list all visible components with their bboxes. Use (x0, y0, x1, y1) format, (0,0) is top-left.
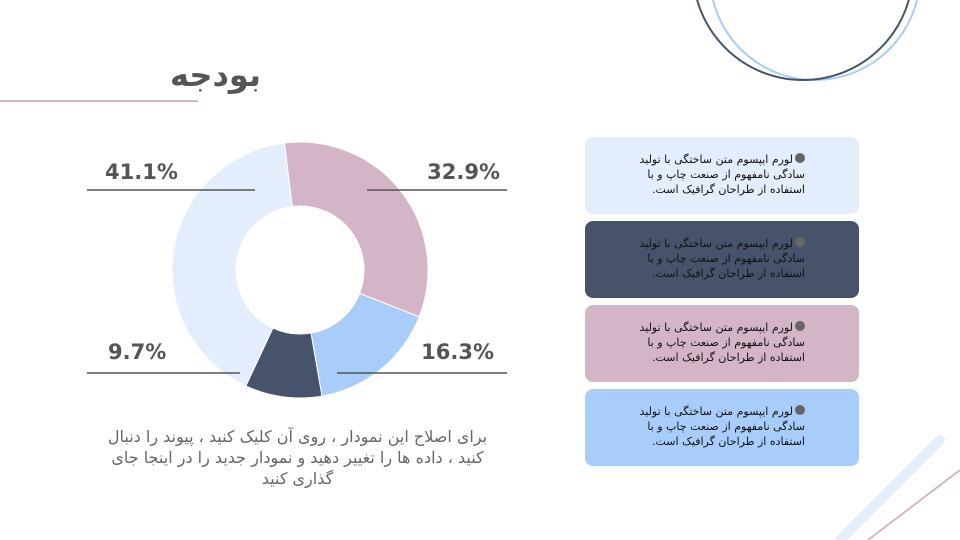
caption: برای اصلاح این نمودار ، روی آن کلیک کنید… (107, 427, 488, 488)
box-label: لورم ایپسوم متن ساختگی با تولید سادگی نا… (639, 405, 805, 448)
box-label: لورم ایپسوم متن ساختگی با تولید سادگی نا… (639, 321, 805, 364)
box-label: لورم ایپسوم متن ساختگی با تولید سادگی نا… (639, 237, 805, 280)
value-label: 9.7% (108, 340, 166, 364)
title: بودجه (170, 56, 261, 94)
box-text: لورم ایپسوم متن ساختگی با تولید سادگی نا… (625, 152, 805, 197)
decor-line (867, 469, 960, 540)
text-box: لورم ایپسوم متن ساختگی با تولید سادگی نا… (585, 221, 859, 298)
value-label: 41.1% (105, 160, 178, 184)
bullet (795, 237, 805, 247)
slice (171, 142, 293, 387)
bullet (795, 405, 805, 415)
slice (283, 141, 429, 318)
decor-line (835, 435, 945, 540)
value-label: 32.9% (427, 160, 500, 184)
bullet (795, 321, 805, 331)
text-box: لورم ایپسوم متن ساختگی با تولید سادگی نا… (585, 137, 859, 214)
donut-chart: 32.9% 16.3% 9.7% 41.1% (87, 141, 507, 399)
bullet (795, 153, 805, 163)
value-label: 16.3% (421, 340, 494, 364)
decor-circle (696, 0, 910, 81)
box-text: لورم ایپسوم متن ساختگی با تولید سادگی نا… (625, 404, 805, 449)
box-label: لورم ایپسوم متن ساختگی با تولید سادگی نا… (639, 153, 805, 196)
box-text: لورم ایپسوم متن ساختگی با تولید سادگی نا… (625, 320, 805, 365)
text-box: لورم ایپسوم متن ساختگی با تولید سادگی نا… (585, 389, 859, 466)
box-text: لورم ایپسوم متن ساختگی با تولید سادگی نا… (625, 236, 805, 281)
text-box: لورم ایپسوم متن ساختگی با تولید سادگی نا… (585, 305, 859, 382)
